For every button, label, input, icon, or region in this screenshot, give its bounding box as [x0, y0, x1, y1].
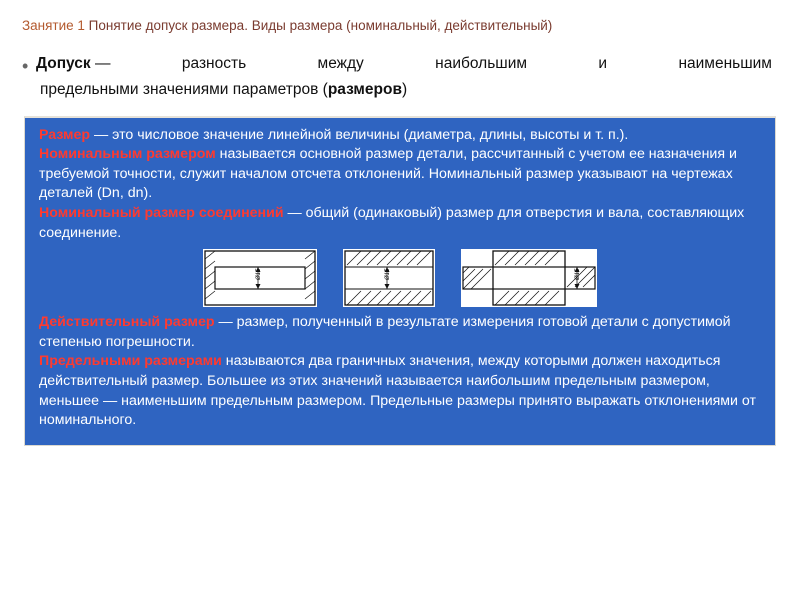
term-razmerov: размеров: [328, 81, 402, 98]
intro-w4: и: [598, 53, 607, 79]
hole-dim-label: Ø15: [385, 268, 391, 281]
intro-w2: между: [318, 53, 364, 79]
def-limits: Предельными размерами называются два гра…: [39, 352, 761, 430]
intro-line2-pre: предельными значениями параметров (: [40, 81, 328, 98]
definition-box: Размер — это числовое значение линейной …: [24, 116, 776, 446]
bullet-icon: •: [22, 53, 36, 79]
def-nominal: Номинальным размером называется основной…: [39, 145, 761, 204]
slide: Занятие 1 Понятие допуск размера. Виды р…: [0, 0, 800, 600]
def-razmer-rest: — это числовое значение линейной величин…: [90, 127, 628, 143]
intro-w3: наибольшим: [435, 53, 527, 79]
slide-header: Занятие 1 Понятие допуск размера. Виды р…: [22, 18, 778, 33]
def-actual-head: Действительный размер: [39, 314, 215, 330]
assembly-dim-label: Ø15: [575, 268, 581, 281]
shaft-dim-label: Ø15: [256, 268, 262, 281]
def-limits-head: Предельными размерами: [39, 353, 222, 369]
lesson-label: Занятие 1: [22, 18, 85, 33]
def-razmer: Размер — это числовое значение линейной …: [39, 126, 761, 146]
technical-diagram: Ø15: [39, 249, 761, 307]
intro-w1: разность: [182, 53, 246, 79]
intro-paragraph: •Допуск — разность между наибольшим и на…: [22, 53, 778, 116]
def-nominal-head: Номинальным размером: [39, 146, 216, 162]
intro-w5: наименьшим: [678, 53, 772, 79]
def-razmer-head: Размер: [39, 127, 90, 143]
slide-title: Понятие допуск размера. Виды размера (но…: [85, 18, 552, 33]
def-nominal-conn: Номинальный размер соединений — общий (о…: [39, 204, 761, 243]
intro-line2-post: ): [402, 81, 407, 98]
def-actual: Действительный размер — размер, полученн…: [39, 313, 761, 352]
dash: —: [91, 55, 111, 72]
hole-drawing: Ø15: [343, 249, 435, 307]
def-nominal-conn-head: Номинальный размер соединений: [39, 205, 284, 221]
shaft-drawing: Ø15: [203, 249, 317, 307]
assembly-drawing: Ø15: [461, 249, 597, 307]
term-dopusk: Допуск: [36, 55, 91, 72]
